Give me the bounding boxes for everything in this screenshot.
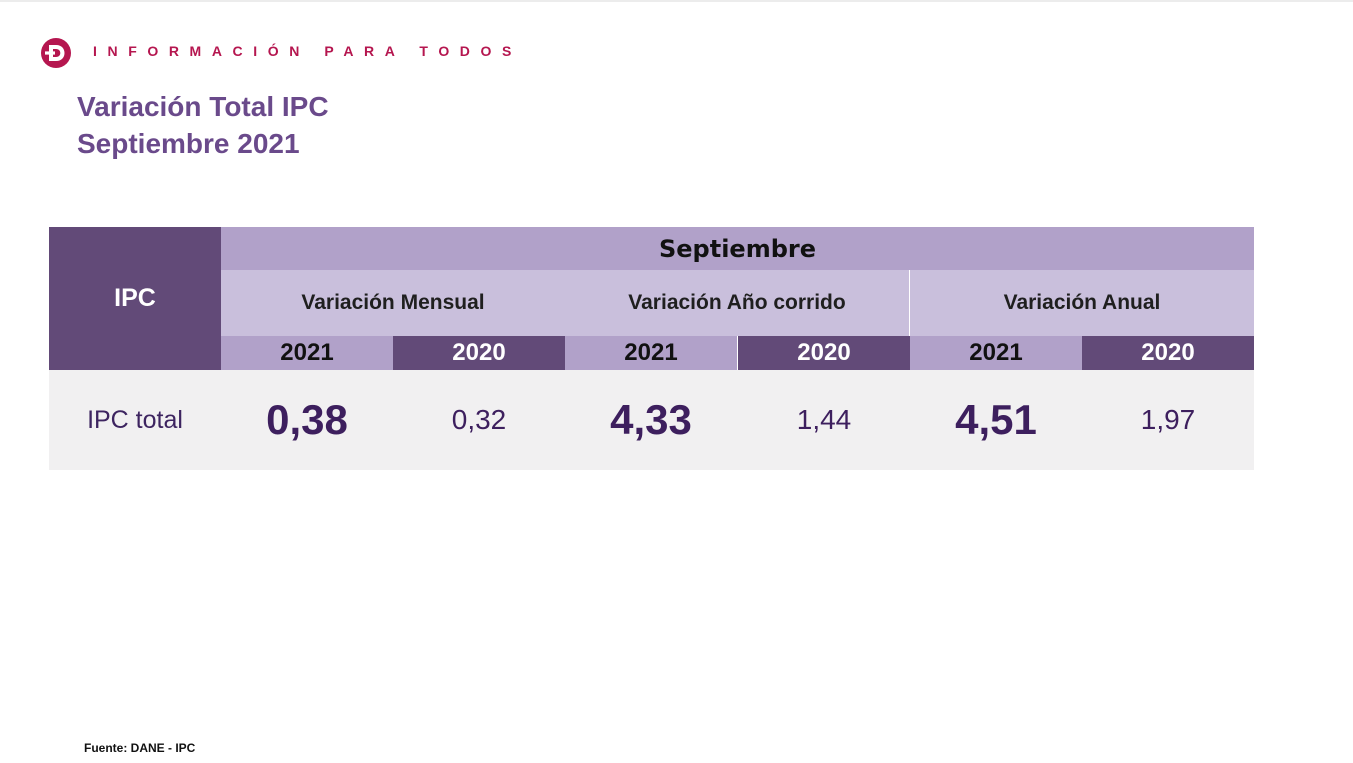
group-header-year-to-date: Variación Año corrido	[565, 270, 909, 336]
year-header-annual-2020: 2020	[1082, 336, 1254, 370]
value-monthly-2020: 0,32	[451, 404, 507, 435]
source-note: Fuente: DANE - IPC	[84, 741, 196, 755]
year-header-monthly-2020: 2020	[393, 336, 565, 370]
year-header-ytd-2021: 2021	[565, 336, 737, 370]
value-monthly-2021: 0,38	[266, 396, 348, 443]
ipc-table: IPC Septiembre Variación Mensual Variaci…	[49, 227, 1254, 470]
ipc-header-cell: IPC	[49, 227, 221, 370]
tagline: INFORMACIÓN PARA TODOS	[93, 43, 522, 59]
page-title: Variación Total IPC Septiembre 2021	[77, 88, 329, 162]
year-header-ytd-2020: 2020	[738, 336, 910, 370]
title-line-2: Septiembre 2021	[77, 128, 300, 159]
value-annual-2020: 1,97	[1140, 404, 1196, 435]
year-header-annual-2021: 2021	[910, 336, 1082, 370]
year-header-monthly-2021: 2021	[221, 336, 393, 370]
group-header-monthly: Variación Mensual	[221, 270, 565, 336]
top-border	[0, 0, 1353, 2]
value-annual-2021: 4,51	[955, 396, 1037, 443]
title-line-1: Variación Total IPC	[77, 91, 329, 122]
value-ytd-2021: 4,33	[610, 396, 692, 443]
table-row	[49, 370, 1254, 470]
value-ytd-2020: 1,44	[796, 404, 852, 435]
month-header: Septiembre	[221, 227, 1254, 270]
row-label-ipc-total: IPC total	[87, 405, 183, 434]
group-header-annual: Variación Anual	[910, 270, 1254, 336]
dane-logo-icon	[41, 38, 71, 68]
